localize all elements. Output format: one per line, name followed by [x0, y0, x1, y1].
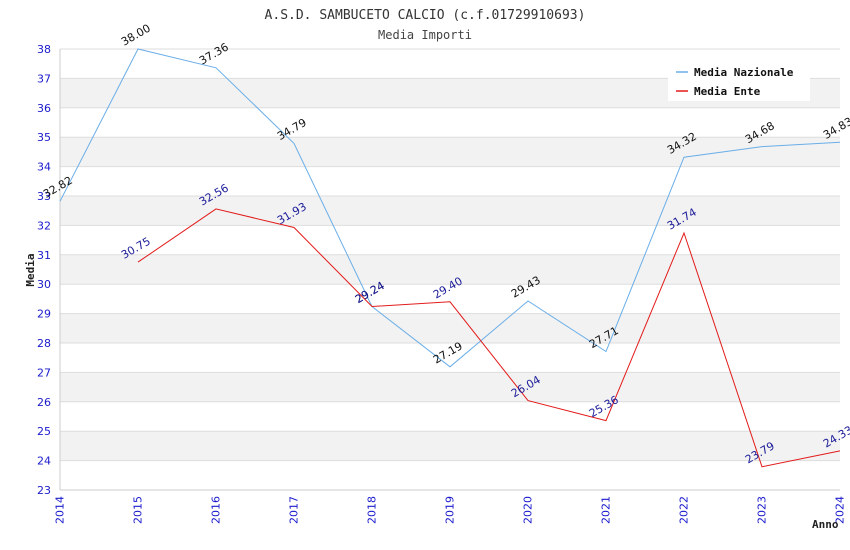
- y-tick-label: 38: [37, 43, 51, 56]
- grid-band: [60, 284, 840, 314]
- x-tick-label: 2014: [54, 496, 67, 524]
- x-tick-label: 2016: [210, 496, 223, 524]
- grid-band: [60, 137, 840, 167]
- grid-bands: [59, 48, 840, 491]
- y-tick-label: 33: [37, 190, 51, 203]
- x-tick-label: 2020: [522, 496, 535, 524]
- grid-band: [60, 401, 840, 432]
- y-tick-label: 28: [37, 337, 51, 350]
- y-tick-label: 23: [37, 484, 51, 497]
- grid-band: [60, 460, 840, 490]
- x-tick-label: 2017: [288, 496, 301, 524]
- series-line-nazionale: [59, 48, 841, 368]
- x-tick-label: 2023: [756, 496, 769, 524]
- series-line-ente: [137, 208, 841, 468]
- legend: Media Nazionale Media Ente: [668, 61, 810, 101]
- y-tick-label: 24: [37, 455, 51, 468]
- legend-box: [668, 61, 810, 101]
- grid-band: [60, 254, 840, 285]
- chart-subtitle: Media Importi: [378, 28, 472, 42]
- y-tick-label: 30: [37, 278, 51, 291]
- y-tick-label: 27: [37, 366, 51, 379]
- y-tick-label: 31: [37, 249, 51, 262]
- y-tick-label: 34: [37, 161, 51, 174]
- y-axis-ticks: 23 24 25 26 27 28 29 30 31 32 33 34 35 36 37 38: [37, 43, 51, 497]
- grid-band: [60, 196, 840, 226]
- legend-item-label: Media Nazionale: [694, 66, 794, 79]
- y-tick-label: 32: [37, 219, 51, 232]
- grid-band: [60, 431, 840, 461]
- x-tick-label: 2019: [444, 496, 457, 524]
- grid-band: [60, 313, 840, 343]
- x-tick-label: 2024: [834, 496, 847, 524]
- grid-band: [60, 166, 840, 196]
- y-tick-label: 29: [37, 308, 51, 321]
- x-tick-label: 2021: [600, 496, 613, 524]
- x-tick-label: 2018: [366, 496, 379, 524]
- grid-band: [60, 225, 840, 255]
- chart-title: A.S.D. SAMBUCETO CALCIO (c.f.01729910693…: [265, 8, 586, 23]
- y-axis-label: Media: [24, 253, 37, 286]
- x-tick-label: 2015: [132, 496, 145, 524]
- series-lines: [59, 48, 841, 468]
- y-tick-label: 36: [37, 102, 51, 115]
- y-tick-label: 35: [37, 131, 51, 144]
- y-tick-label: 37: [37, 72, 51, 85]
- grid-band: [60, 343, 840, 373]
- data-label: 38.00: [119, 22, 153, 49]
- y-tick-label: 26: [37, 396, 51, 409]
- x-axis-label: Anno: [812, 518, 839, 531]
- legend-item-label: Media Ente: [694, 85, 761, 98]
- grid-band: [60, 107, 840, 138]
- x-tick-label: 2022: [678, 496, 691, 524]
- grid-band: [60, 372, 840, 402]
- x-axis-ticks: 2014 2015 2016 2017 2018 2019 2020 2021 2022 2023…: [54, 496, 847, 524]
- y-tick-label: 25: [37, 425, 51, 438]
